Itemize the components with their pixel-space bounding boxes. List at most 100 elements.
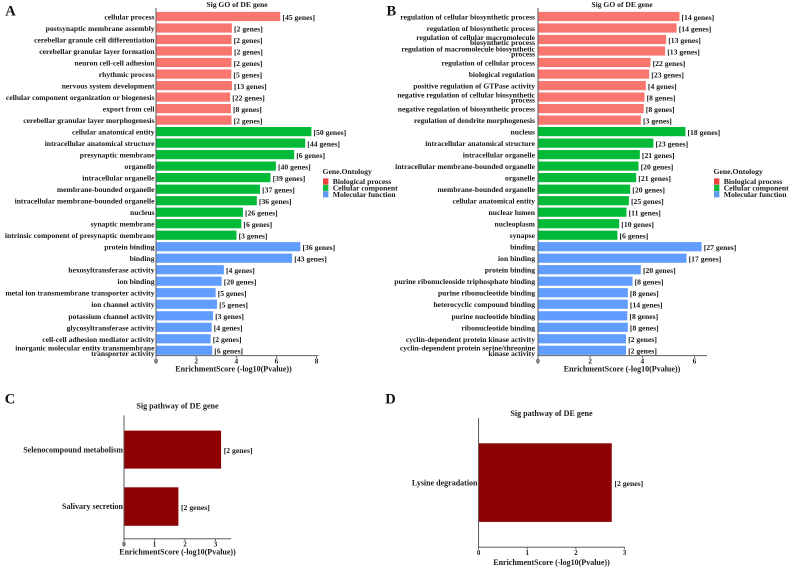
svg-text:synaptic membrane: synaptic membrane [91,220,156,229]
svg-text:regulation of cellular process: regulation of cellular process [442,59,535,68]
svg-text:Salivary secretion: Salivary secretion [62,502,124,511]
svg-text:[13 genes]: [13 genes] [667,47,700,56]
svg-text:cell-cell adhesion mediator ac: cell-cell adhesion mediator activity [42,335,154,344]
svg-text:regulation of cellular biosynt: regulation of cellular biosynthetic proc… [400,13,535,22]
svg-text:negative regulation of biosynt: negative regulation of biosynthetic proc… [398,105,535,114]
svg-text:EnrichmentScore (-log10(Pvalue: EnrichmentScore (-log10(Pvalue)) [493,558,610,567]
svg-text:potassium channel activity: potassium channel activity [68,312,154,321]
svg-text:4: 4 [234,357,238,366]
svg-text:Cellular component: Cellular component [724,183,789,192]
svg-text:[26 genes]: [26 genes] [245,209,278,218]
svg-text:A: A [5,3,16,19]
svg-text:[23 genes]: [23 genes] [656,140,689,149]
svg-text:purine ribonucleoside triphosp: purine ribonucleoside triphosphate bindi… [394,277,535,286]
svg-text:D: D [385,392,395,408]
svg-text:2: 2 [588,357,592,366]
svg-text:process: process [511,50,535,59]
svg-text:intracellular organelle: intracellular organelle [463,151,536,160]
svg-text:intrinsic component of presyna: intrinsic component of presynaptic membr… [5,231,155,240]
svg-text:Molecular function: Molecular function [724,190,788,199]
svg-text:[37 genes]: [37 genes] [262,186,295,195]
svg-text:cerebellar granule cell differ: cerebellar granule cell differentiation [34,36,155,45]
svg-text:[13 genes]: [13 genes] [234,82,267,91]
svg-text:nucleoplasm: nucleoplasm [494,220,535,229]
svg-text:[20 genes]: [20 genes] [641,163,674,172]
svg-text:2: 2 [194,357,198,366]
svg-text:inorganic molecular entity tra: inorganic molecular entity transmembrane [15,344,155,353]
svg-text:Sig GO of DE gene: Sig GO of DE gene [206,0,268,9]
svg-text:intracellular membrane-bounded: intracellular membrane-bounded organelle [395,162,536,171]
svg-text:[14 genes]: [14 genes] [682,13,715,22]
svg-text:membrane-bounded organelle: membrane-bounded organelle [57,185,155,194]
svg-text:[8 genes]: [8 genes] [233,105,262,114]
svg-text:[14 genes]: [14 genes] [679,24,712,33]
svg-text:presynaptic membrane: presynaptic membrane [80,151,155,160]
svg-text:0: 0 [536,357,540,366]
svg-text:0: 0 [122,540,126,548]
svg-text:intracellular membrane-bounded: intracellular membrane-bounded organelle [15,197,156,206]
svg-text:nucleus: nucleus [511,128,536,137]
svg-text:process: process [511,96,535,105]
svg-text:[2 genes]: [2 genes] [181,503,210,512]
svg-text:purine nucleotide binding: purine nucleotide binding [451,312,535,321]
svg-text:1: 1 [525,549,529,557]
svg-text:cellular process: cellular process [104,13,154,22]
svg-text:[3 genes]: [3 genes] [215,312,244,321]
svg-text:[3 genes]: [3 genes] [643,117,672,126]
svg-text:[5 genes]: [5 genes] [219,301,248,310]
svg-text:[6 genes]: [6 genes] [296,151,325,160]
svg-text:[44 genes]: [44 genes] [307,140,340,149]
svg-text:[18 genes]: [18 genes] [688,128,721,137]
svg-text:[2 genes]: [2 genes] [224,446,253,455]
svg-text:organelle: organelle [505,174,536,183]
svg-text:[40 genes]: [40 genes] [278,163,311,172]
svg-text:[22 genes]: [22 genes] [653,59,686,68]
svg-text:ribonucleotide binding: ribonucleotide binding [461,323,535,332]
svg-text:nucleus: nucleus [130,208,155,217]
svg-text:binding: binding [510,243,535,252]
svg-text:negative regulation of cellula: negative regulation of cellular biosynth… [397,90,535,99]
svg-text:neuron cell-cell adhesion: neuron cell-cell adhesion [74,59,155,68]
svg-text:glycosyltransferase activity: glycosyltransferase activity [67,323,155,332]
svg-text:[2 genes]: [2 genes] [614,479,643,488]
svg-text:positive regulation of GTPase: positive regulation of GTPase activity [413,82,535,91]
svg-text:ion binding: ion binding [118,277,155,286]
svg-text:biosynthetic process: biosynthetic process [470,38,535,47]
svg-text:binding: binding [130,254,155,263]
svg-text:Sig pathway of DE gene: Sig pathway of DE gene [510,409,593,418]
svg-text:[20 genes]: [20 genes] [632,186,665,195]
svg-text:postsynaptic membrane assembly: postsynaptic membrane assembly [46,24,155,33]
svg-text:protein binding: protein binding [485,266,535,275]
svg-text:cellular anatomical entity: cellular anatomical entity [72,128,155,137]
svg-text:[45 genes]: [45 genes] [282,13,315,22]
svg-text:[2 genes]: [2 genes] [234,36,263,45]
svg-text:Sig pathway of DE gene: Sig pathway of DE gene [136,401,219,410]
svg-text:regulation of macromolecule bi: regulation of macromolecule biosynthetic [401,44,535,53]
svg-text:export from cell: export from cell [103,105,155,114]
svg-text:intracellular anatomical struc: intracellular anatomical structure [45,139,155,148]
svg-text:1: 1 [153,540,157,548]
svg-text:[11 genes]: [11 genes] [629,209,661,218]
svg-text:Lysine degradation: Lysine degradation [412,478,478,487]
svg-text:Gene.Ontology: Gene.Ontology [714,167,763,176]
svg-text:[36 genes]: [36 genes] [303,243,336,252]
svg-text:[4 genes]: [4 genes] [226,266,255,275]
svg-text:[43 genes]: [43 genes] [294,255,327,264]
svg-text:ion binding: ion binding [498,254,535,263]
svg-text:nuclear lumen: nuclear lumen [489,208,536,217]
svg-text:EnrichmentScore (-log10(Pvalue: EnrichmentScore (-log10(Pvalue)) [175,364,292,373]
svg-text:cellular anatomical entity: cellular anatomical entity [452,197,535,206]
svg-text:4: 4 [640,357,644,366]
svg-text:rhythmic process: rhythmic process [99,70,155,79]
svg-text:regulation of dendrite morphog: regulation of dendrite morphogenesis [414,116,535,125]
svg-text:hexosyltransferase activity: hexosyltransferase activity [68,266,154,275]
svg-text:intracellular anatomical struc: intracellular anatomical structure [425,139,535,148]
svg-text:[21 genes]: [21 genes] [642,151,675,160]
svg-text:[20 genes]: [20 genes] [643,266,676,275]
svg-text:[21 genes]: [21 genes] [638,174,671,183]
svg-text:[2 genes]: [2 genes] [234,59,263,68]
svg-text:Biological process: Biological process [724,177,783,186]
svg-text:nervous system development: nervous system development [62,82,155,91]
svg-text:cyclin-dependent protein serin: cyclin-dependent protein serine/threonin… [400,344,536,353]
svg-text:[50 genes]: [50 genes] [314,128,347,137]
